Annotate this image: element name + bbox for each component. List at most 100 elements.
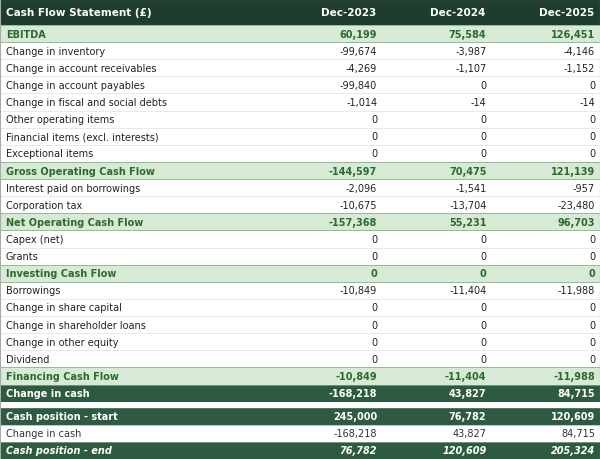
Text: -144,597: -144,597 — [329, 166, 377, 176]
Text: 0: 0 — [371, 337, 377, 347]
Text: 205,324: 205,324 — [551, 446, 595, 455]
Bar — [0, 316, 273, 333]
Bar — [0, 0, 273, 26]
Text: 0: 0 — [371, 320, 377, 330]
Bar — [273, 179, 382, 197]
Text: 84,715: 84,715 — [561, 428, 595, 438]
Bar — [273, 0, 382, 26]
Text: 0: 0 — [480, 337, 487, 347]
Text: 43,827: 43,827 — [449, 388, 487, 398]
Text: 0: 0 — [589, 303, 595, 313]
Text: EBITDA: EBITDA — [6, 29, 46, 39]
Text: 0: 0 — [371, 115, 377, 125]
Text: 96,703: 96,703 — [557, 218, 595, 227]
Bar — [0, 197, 273, 214]
Bar — [273, 442, 382, 459]
Bar — [273, 282, 382, 299]
Text: Financing Cash Flow: Financing Cash Flow — [6, 371, 119, 381]
Text: 0: 0 — [589, 81, 595, 91]
Text: -1,014: -1,014 — [346, 98, 377, 108]
Text: -157,368: -157,368 — [329, 218, 377, 227]
Bar — [382, 368, 491, 385]
Bar — [0, 77, 273, 94]
Text: 43,827: 43,827 — [452, 428, 487, 438]
Bar — [382, 231, 491, 248]
Bar — [0, 248, 273, 265]
Text: 0: 0 — [371, 235, 377, 245]
Bar — [491, 60, 600, 77]
Text: 55,231: 55,231 — [449, 218, 487, 227]
Text: -99,840: -99,840 — [340, 81, 377, 91]
Text: Corporation tax: Corporation tax — [6, 200, 82, 210]
Bar — [382, 162, 491, 179]
Bar — [491, 265, 600, 282]
Bar — [382, 129, 491, 146]
Bar — [491, 282, 600, 299]
Bar — [0, 60, 273, 77]
Text: Change in inventory: Change in inventory — [6, 46, 105, 56]
Bar — [382, 425, 491, 442]
Text: 0: 0 — [480, 132, 487, 142]
Text: 0: 0 — [480, 81, 487, 91]
Bar — [491, 333, 600, 351]
Text: Interest paid on borrowings: Interest paid on borrowings — [6, 183, 140, 193]
Text: -1,152: -1,152 — [563, 64, 595, 73]
Text: -3,987: -3,987 — [455, 46, 487, 56]
Text: 0: 0 — [480, 115, 487, 125]
Bar — [382, 0, 491, 26]
Bar — [273, 265, 382, 282]
Text: Dividend: Dividend — [6, 354, 49, 364]
Bar — [382, 43, 491, 60]
Bar — [273, 351, 382, 368]
Bar — [491, 408, 600, 425]
Bar — [273, 60, 382, 77]
Text: 0: 0 — [371, 354, 377, 364]
Bar — [491, 425, 600, 442]
Text: 0: 0 — [371, 252, 377, 262]
Text: 120,609: 120,609 — [551, 411, 595, 421]
Bar — [382, 265, 491, 282]
Bar — [491, 112, 600, 129]
Text: Change in other equity: Change in other equity — [6, 337, 119, 347]
Text: -168,218: -168,218 — [334, 428, 377, 438]
Bar — [382, 282, 491, 299]
Text: Exceptional items: Exceptional items — [6, 149, 93, 159]
Text: -23,480: -23,480 — [557, 200, 595, 210]
Text: 126,451: 126,451 — [551, 29, 595, 39]
Bar — [0, 265, 273, 282]
Bar — [491, 197, 600, 214]
Text: Cash Flow Statement (£): Cash Flow Statement (£) — [6, 8, 152, 18]
Bar — [0, 231, 273, 248]
Text: Change in account payables: Change in account payables — [6, 81, 145, 91]
Text: 0: 0 — [480, 149, 487, 159]
Text: Investing Cash Flow: Investing Cash Flow — [6, 269, 116, 279]
Bar — [0, 26, 273, 43]
Text: -2,096: -2,096 — [346, 183, 377, 193]
Bar — [273, 425, 382, 442]
Text: -10,675: -10,675 — [340, 200, 377, 210]
Text: Change in shareholder loans: Change in shareholder loans — [6, 320, 146, 330]
Text: -99,674: -99,674 — [340, 46, 377, 56]
Bar — [273, 94, 382, 112]
Text: 0: 0 — [589, 320, 595, 330]
Bar — [382, 248, 491, 265]
Bar — [273, 408, 382, 425]
Bar — [273, 368, 382, 385]
Bar — [0, 112, 273, 129]
Text: -10,849: -10,849 — [340, 286, 377, 296]
Bar — [273, 43, 382, 60]
Text: Grants: Grants — [6, 252, 39, 262]
Text: 0: 0 — [371, 149, 377, 159]
Bar — [491, 0, 600, 26]
Bar — [0, 333, 273, 351]
Bar — [382, 197, 491, 214]
Bar — [491, 129, 600, 146]
Bar — [382, 442, 491, 459]
Text: 0: 0 — [480, 354, 487, 364]
Bar — [0, 351, 273, 368]
Text: 76,782: 76,782 — [340, 446, 377, 455]
Bar — [491, 77, 600, 94]
Text: 84,715: 84,715 — [557, 388, 595, 398]
Bar — [0, 368, 273, 385]
Text: -11,988: -11,988 — [553, 371, 595, 381]
